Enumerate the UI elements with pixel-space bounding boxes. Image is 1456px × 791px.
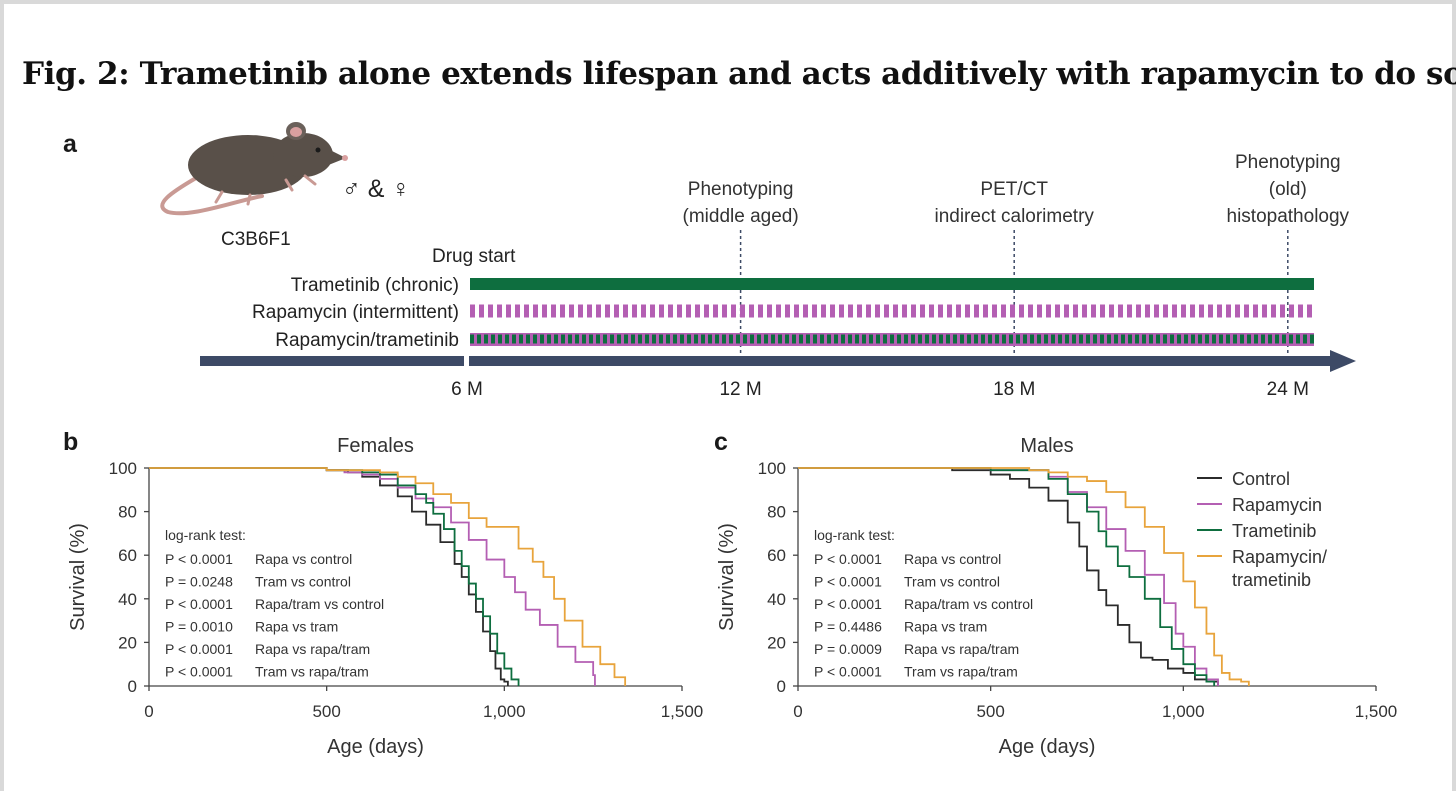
stats-p-value-0: P < 0.0001 [814,551,882,567]
x-tick-label-1: 500 [312,702,340,721]
timepoint-label-2-1: (old) [1269,179,1307,200]
y-tick-label-3: 60 [767,546,786,565]
time-tick-label-0: 6 M [451,379,483,400]
drug-start-label: Drug start [432,246,516,267]
y-axis-label: Survival (%) [716,523,738,631]
males-survival-chart: 0 20 40 60 80 100 0 500 1,000 1,500 Males Age (days… [716,435,1397,758]
stats-p-value-5: P < 0.0001 [165,664,233,680]
time-axis-arrowhead [1330,350,1356,372]
timeline-panel: C3B6F1 ♂ & ♀ Drug start Phenotyping (middle … [200,152,1356,400]
stats-header: log-rank test: [165,527,246,543]
x-tick-label-0: 0 [793,702,802,721]
stats-comparison-0: Rapa vs control [255,551,352,567]
stats-comparison-4: Rapa vs rapa/tram [904,641,1019,657]
stats-comparison-5: Tram vs rapa/tram [255,664,369,680]
time-tick-label-2: 18 M [993,379,1035,400]
legend-label-3-cont: trametinib [1232,570,1311,590]
stats-p-value-2: P < 0.0001 [814,596,882,612]
stats-comparison-3: Rapa vs tram [255,619,338,635]
mouse-icon [160,122,348,216]
figure-title: Fig. 2: Trametinib alone extends lifespa… [22,56,1456,92]
timepoint-label-0-1: (middle aged) [683,206,799,227]
x-tick-label-2: 1,000 [483,702,526,721]
y-tick-label-2: 40 [767,590,786,609]
stats-p-value-1: P < 0.0001 [814,574,882,590]
x-axis-label: Age (days) [999,736,1096,758]
stats-p-value-1: P = 0.0248 [165,574,233,590]
x-tick-label-3: 1,500 [1355,702,1398,721]
timepoint-label-2-0: Phenotyping [1235,152,1341,173]
treatment-label-1: Rapamycin (intermittent) [252,302,459,323]
timepoint-label-0-0: Phenotyping [688,179,794,200]
series-line-3 [798,467,1250,686]
frame-top-edge [0,0,1456,4]
y-tick-label-2: 40 [118,590,137,609]
stats-p-value-2: P < 0.0001 [165,596,233,612]
stats-comparison-1: Tram vs control [255,574,351,590]
stats-comparison-4: Rapa vs rapa/tram [255,641,370,657]
y-tick-label-5: 100 [758,459,786,478]
y-tick-label-1: 20 [767,633,786,652]
timepoint-label-1-0: PET/CT [980,179,1048,200]
stats-header: log-rank test: [814,527,895,543]
legend-label-1: Rapamycin [1232,495,1322,515]
panel-a-letter: a [63,130,77,158]
treatment-bar-0 [470,278,1314,290]
y-tick-label-3: 60 [118,546,137,565]
time-tick-label-3: 24 M [1267,379,1309,400]
stats-p-value-4: P < 0.0001 [165,641,233,657]
stats-comparison-2: Rapa/tram vs control [255,596,384,612]
timepoint-label-2-2: histopathology [1227,206,1350,227]
y-tick-label-5: 100 [109,459,137,478]
sex-symbols: ♂ & ♀ [342,175,410,203]
stats-p-value-3: P = 0.4486 [814,619,882,635]
strain-label: C3B6F1 [221,229,291,250]
x-tick-label-0: 0 [144,702,153,721]
drug-start-gap [464,354,469,368]
time-tick-label-1: 12 M [719,379,761,400]
x-tick-label-1: 500 [976,702,1004,721]
stats-comparison-5: Tram vs rapa/tram [904,664,1018,680]
y-tick-label-0: 0 [128,677,137,696]
stats-p-value-3: P = 0.0010 [165,619,233,635]
stats-comparison-0: Rapa vs control [904,551,1001,567]
females-survival-chart: 0 20 40 60 80 100 0 500 1,000 1,500 Females Age (da… [67,435,703,758]
stats-p-value-5: P < 0.0001 [814,664,882,680]
y-tick-label-4: 80 [118,503,137,522]
treatment-label-0: Trametinib (chronic) [291,275,459,296]
y-tick-label-1: 20 [118,633,137,652]
stats-comparison-1: Tram vs control [904,574,1000,590]
frame-left-edge [0,0,4,791]
series-line-3 [149,467,627,686]
y-tick-label-4: 80 [767,503,786,522]
stats-p-value-4: P = 0.0009 [814,641,882,657]
stats-p-value-0: P < 0.0001 [165,551,233,567]
x-tick-label-2: 1,000 [1162,702,1205,721]
time-axis-bar [200,356,1333,366]
y-axis-label: Survival (%) [67,523,89,631]
timepoint-label-1-1: indirect calorimetry [934,206,1094,227]
legend-label-3: Rapamycin/ [1232,547,1327,567]
treatment-label-2: Rapamycin/trametinib [275,330,459,351]
frame-right-edge [1452,0,1456,791]
x-axis-label: Age (days) [327,736,424,758]
stats-comparison-2: Rapa/tram vs control [904,596,1033,612]
chart-title: Females [337,435,414,457]
stats-comparison-3: Rapa vs tram [904,619,987,635]
chart-title: Males [1020,435,1073,457]
x-tick-label-3: 1,500 [661,702,704,721]
y-tick-label-0: 0 [777,677,786,696]
legend-label-2: Trametinib [1232,521,1316,541]
series-line-0 [798,467,1219,686]
panel-b-letter: b [63,428,79,456]
legend-label-0: Control [1232,469,1290,489]
panel-c-letter: c [714,428,728,456]
